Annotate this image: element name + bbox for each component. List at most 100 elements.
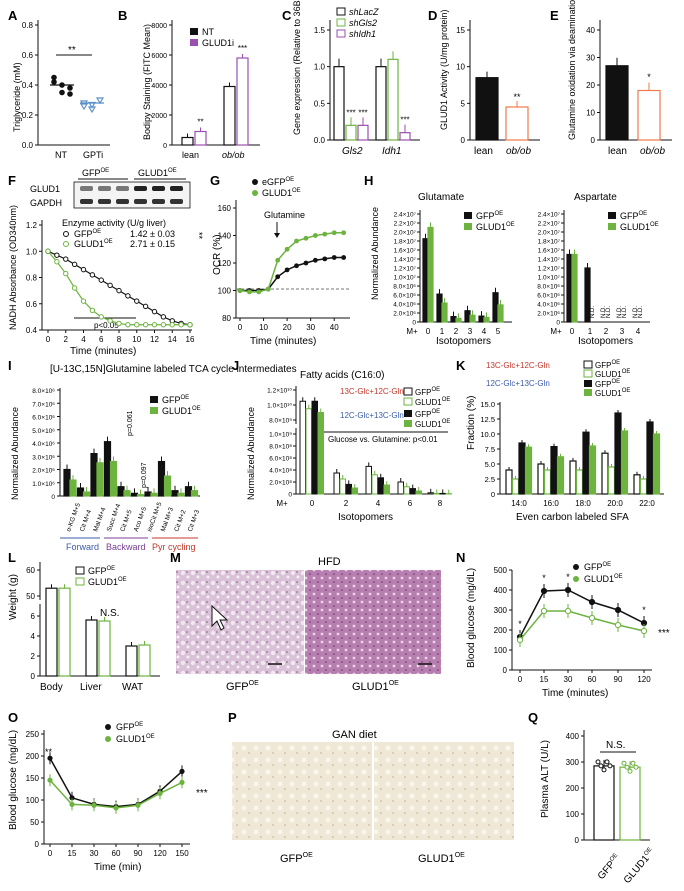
h1-bar-1-1 <box>441 302 448 323</box>
h2-ytick-label-4: 8.0×10⁶ <box>537 284 560 291</box>
j-bar-0-3 <box>397 481 404 495</box>
h-ytick-label-9: 1.8×10⁷ <box>394 239 417 246</box>
j-bar-0-4 <box>427 492 434 495</box>
legend-gfp-n: GFPOE <box>584 562 611 572</box>
h1-bar-1-4 <box>483 316 490 323</box>
legend-marker-gfp-f <box>63 231 69 237</box>
cat-gls2-c: Gls2 <box>342 146 363 157</box>
j-bar-0-2 <box>365 465 372 495</box>
o-xtick-label-6: 150 <box>175 849 189 858</box>
k-bar-0-1 <box>537 463 545 495</box>
g-point-0-6 <box>294 263 299 269</box>
blot-group-glud1-text: GLUD1 <box>138 168 168 178</box>
axis-ylabel-f: NADH Absorbance (OD340nm) <box>8 205 18 330</box>
c-bar-1-0 <box>345 124 357 141</box>
c-bar-2-1 <box>399 132 411 141</box>
blot-group-gfp-text: GFP <box>82 168 101 178</box>
cursor-arrow-icon <box>211 604 229 631</box>
cat-lean-b: lean <box>182 150 199 160</box>
cat-liver-l: Liver <box>80 682 102 693</box>
a-point-nt-3 <box>51 74 57 81</box>
c-ytick-label-0: 0.0 <box>314 136 326 145</box>
h2-xtick-0: M+ <box>550 327 562 336</box>
n-point-0-1 <box>540 587 548 595</box>
n-sig-3: * <box>642 605 646 615</box>
legend-glud1-j-text: GLUD1 <box>415 398 442 407</box>
legend-gfp-h2: GFPOE <box>620 211 647 221</box>
legend-glud1-l-sup: OE <box>118 577 127 583</box>
o-xtick-label-0: 0 <box>48 849 53 858</box>
legend-gfp-h2-text: GFP <box>620 211 639 221</box>
f-ytick-label-2: 0.8 <box>26 274 38 283</box>
k-ytick-label-4: 10.0 <box>480 430 495 439</box>
b-ytick-label-1: 2000 <box>151 113 167 120</box>
i-bar-0-1 <box>76 487 85 497</box>
legend-gfp-k-sup: OE <box>611 360 620 366</box>
j-bar-3-3 <box>415 490 422 495</box>
i-bar-1-0 <box>69 479 77 497</box>
k-bar-2-3 <box>614 412 622 495</box>
b-ytick-label-4: 8000 <box>151 23 167 30</box>
g-point-0-7 <box>303 260 309 266</box>
legend-shidh1: shIdh1 <box>349 29 376 39</box>
h2-nd-1-2: N.D. <box>606 306 612 318</box>
k-bar-2-0 <box>518 442 526 495</box>
n-point-1-2 <box>564 607 572 615</box>
e-sig: * <box>647 72 651 82</box>
o-xtick-label-4: 90 <box>134 849 143 858</box>
g-point-1-1 <box>247 289 252 295</box>
i-bar-0-8 <box>171 490 179 497</box>
g-point-1-10 <box>331 230 337 236</box>
j-bar-3-1 <box>351 487 358 495</box>
q-ytick-label-0: 0 <box>575 836 580 845</box>
group-forward: Forward <box>66 542 99 552</box>
e-ytick-label-4: 40 <box>586 26 595 35</box>
f-point-0-6 <box>98 277 104 283</box>
legend-glud1-j2: GLUD1OE <box>415 419 450 429</box>
n-sig-2: * <box>566 572 570 582</box>
b-bar-1-1 <box>236 57 249 146</box>
pval-1-i: p=0.061 <box>127 410 134 436</box>
h2-xtick-2: 1 <box>588 327 593 336</box>
i-bar-1-9 <box>190 490 199 497</box>
panel-e: E Glutamine oxidation via deamination (%… <box>550 0 672 157</box>
legend-glud1-l: GLUD1OE <box>88 577 127 587</box>
h-ytick-label-5: 1.0×10⁷ <box>394 275 417 282</box>
legend-glud1-n-text: GLUD1 <box>584 574 614 584</box>
legend-swatch-glud1-open-j <box>403 397 413 406</box>
legend-glud1-k-text: GLUD1 <box>595 370 622 379</box>
o-point-0-6 <box>179 768 185 775</box>
k-xtick-0: 14:0 <box>511 499 527 508</box>
b-ytick-label-3: 6000 <box>151 53 167 60</box>
q-point-1-3 <box>630 760 636 766</box>
panel-g: G OCR (%) 80 100 120 140 160 0 10 20 30 40 Time … <box>210 173 350 347</box>
l-ytick-top-label-0: 50 <box>26 592 35 601</box>
f-point-1-9 <box>125 322 131 328</box>
g-xtick-label-2: 20 <box>283 323 292 332</box>
b-bar-1-0 <box>194 130 207 146</box>
axis-xlabel-h2: Isotopomers <box>578 336 633 347</box>
a-ytick-label-2: 0.4 <box>22 81 34 90</box>
e-bar-0 <box>605 65 629 141</box>
c-ytick-label-1: 0.5 <box>314 99 326 108</box>
h2-ytick-label-5: 1.0×10⁷ <box>538 275 561 282</box>
legend-swatch-shidh1 <box>336 29 346 38</box>
legend-glud1-j-sup: OE <box>442 397 451 403</box>
k-bar-1-2 <box>575 469 584 495</box>
legend-glud1-k2: GLUD1OE <box>595 388 630 398</box>
j-xtick-1: 0 <box>310 499 315 508</box>
panel-o: O Blood glucose (mg/dL) 050100150200250 … <box>8 710 208 873</box>
cat-obob-d: ob/ob <box>506 146 531 157</box>
f-ytick-label-4: 1.2 <box>26 221 38 230</box>
h2-ytick-label-9: 1.8×10⁷ <box>538 239 561 246</box>
i-ytick-label-6: 6.0×10⁶ <box>32 415 55 422</box>
l-ytick-label-3: 6 <box>31 612 36 621</box>
title-j: Fatty acids (C16:0) <box>300 370 384 381</box>
n-point-1-4 <box>614 621 622 629</box>
blot-label-glud1: GLUD1 <box>30 184 60 194</box>
f-point-1-2 <box>63 270 69 277</box>
i-xtick-9: Cit M+3 <box>187 509 201 533</box>
f-point-0-9 <box>125 293 131 299</box>
f-point-1-11 <box>142 322 149 328</box>
h-ytick-label-6: 1.2×10⁷ <box>394 266 417 273</box>
